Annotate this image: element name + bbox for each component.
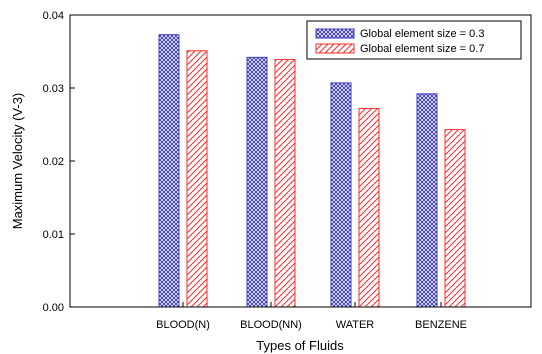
- x-category-label: BENZENE: [415, 319, 467, 331]
- bar-series-2: [444, 129, 466, 308]
- legend-swatch-series-1: [315, 28, 355, 39]
- legend: Global element size = 0.3 Global element…: [306, 20, 522, 60]
- legend-label-series-1: Global element size = 0.3: [360, 28, 484, 40]
- y-tick-label: 0.00: [43, 302, 64, 314]
- y-tick-label: 0.03: [43, 83, 64, 95]
- bar-series-1: [416, 93, 438, 308]
- y-tick-label: 0.02: [43, 156, 64, 168]
- y-axis-title: Maximum Velocity (V-3): [10, 93, 25, 230]
- legend-label-series-2: Global element size = 0.7: [360, 43, 484, 55]
- y-tick-label: 0.04: [43, 10, 64, 22]
- bar-series-1: [330, 82, 352, 308]
- legend-swatch-series-2: [315, 43, 355, 54]
- x-axis-title: Types of Fluids: [256, 338, 344, 353]
- bar-series-1: [246, 56, 268, 308]
- bar-series-1: [158, 34, 180, 308]
- bar-series-2: [274, 59, 296, 308]
- x-category-label: WATER: [336, 319, 375, 331]
- bar-series-2: [358, 107, 380, 308]
- x-category-label: BLOOD(N): [156, 319, 210, 331]
- x-category-label: BLOOD(NN): [240, 319, 302, 331]
- y-tick-label: 0.01: [43, 229, 64, 241]
- bar-series-2: [186, 50, 208, 308]
